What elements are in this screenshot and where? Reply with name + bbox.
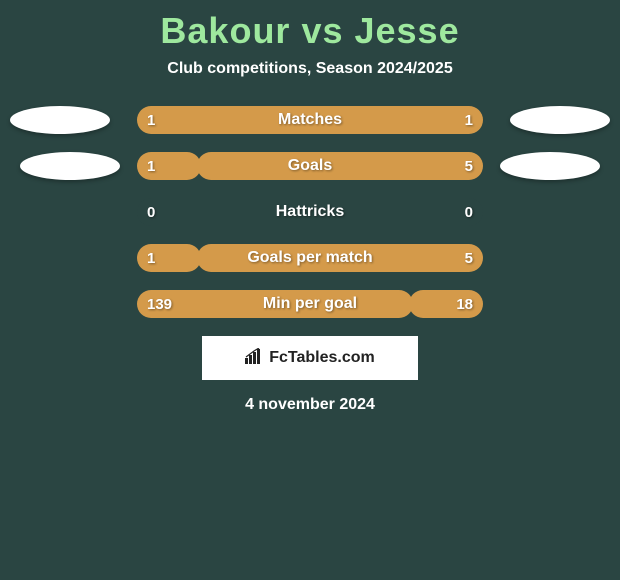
brand-text: FcTables.com	[269, 349, 375, 367]
stat-bar: 1 Matches 1	[137, 106, 483, 134]
stat-row: 1 Goals per match 5	[0, 244, 620, 272]
stat-row: 1 Goals 5	[0, 152, 620, 180]
brand-logo: FcTables.com	[245, 348, 375, 369]
player-avatar-left	[20, 152, 120, 180]
stats-container: 1 Matches 1 1 Goals 5 0 Hattricks 0 1 Goals per ma…	[0, 106, 620, 318]
stat-value-left: 139	[147, 296, 172, 313]
stat-value-right: 5	[465, 158, 473, 175]
page-subtitle: Club competitions, Season 2024/2025	[0, 60, 620, 106]
stat-bar: 139 Min per goal 18	[137, 290, 483, 318]
stat-label: Hattricks	[276, 203, 344, 221]
stat-value-right: 0	[465, 204, 473, 221]
stat-row: 1 Matches 1	[0, 106, 620, 134]
bar-fill-right	[197, 152, 483, 180]
stat-value-right: 1	[465, 112, 473, 129]
brand-logo-box: FcTables.com	[202, 336, 418, 380]
stat-value-left: 1	[147, 112, 155, 129]
stat-row: 0 Hattricks 0	[0, 198, 620, 226]
stat-bar: 1 Goals per match 5	[137, 244, 483, 272]
stat-label: Goals	[288, 157, 332, 175]
player-avatar-right	[500, 152, 600, 180]
stat-value-right: 18	[456, 296, 473, 313]
date-text: 4 november 2024	[0, 396, 620, 414]
stat-value-left: 1	[147, 250, 155, 267]
stat-label: Matches	[278, 111, 342, 129]
page-title: Bakour vs Jesse	[0, 0, 620, 60]
stat-label: Min per goal	[263, 295, 357, 313]
stat-bar: 0 Hattricks 0	[137, 198, 483, 226]
chart-icon	[245, 348, 265, 369]
stat-value-left: 1	[147, 158, 155, 175]
stat-value-left: 0	[147, 204, 155, 221]
stat-value-right: 5	[465, 250, 473, 267]
stat-label: Goals per match	[247, 249, 372, 267]
player-avatar-left	[10, 106, 110, 134]
stat-bar: 1 Goals 5	[137, 152, 483, 180]
player-avatar-right	[510, 106, 610, 134]
stat-row: 139 Min per goal 18	[0, 290, 620, 318]
